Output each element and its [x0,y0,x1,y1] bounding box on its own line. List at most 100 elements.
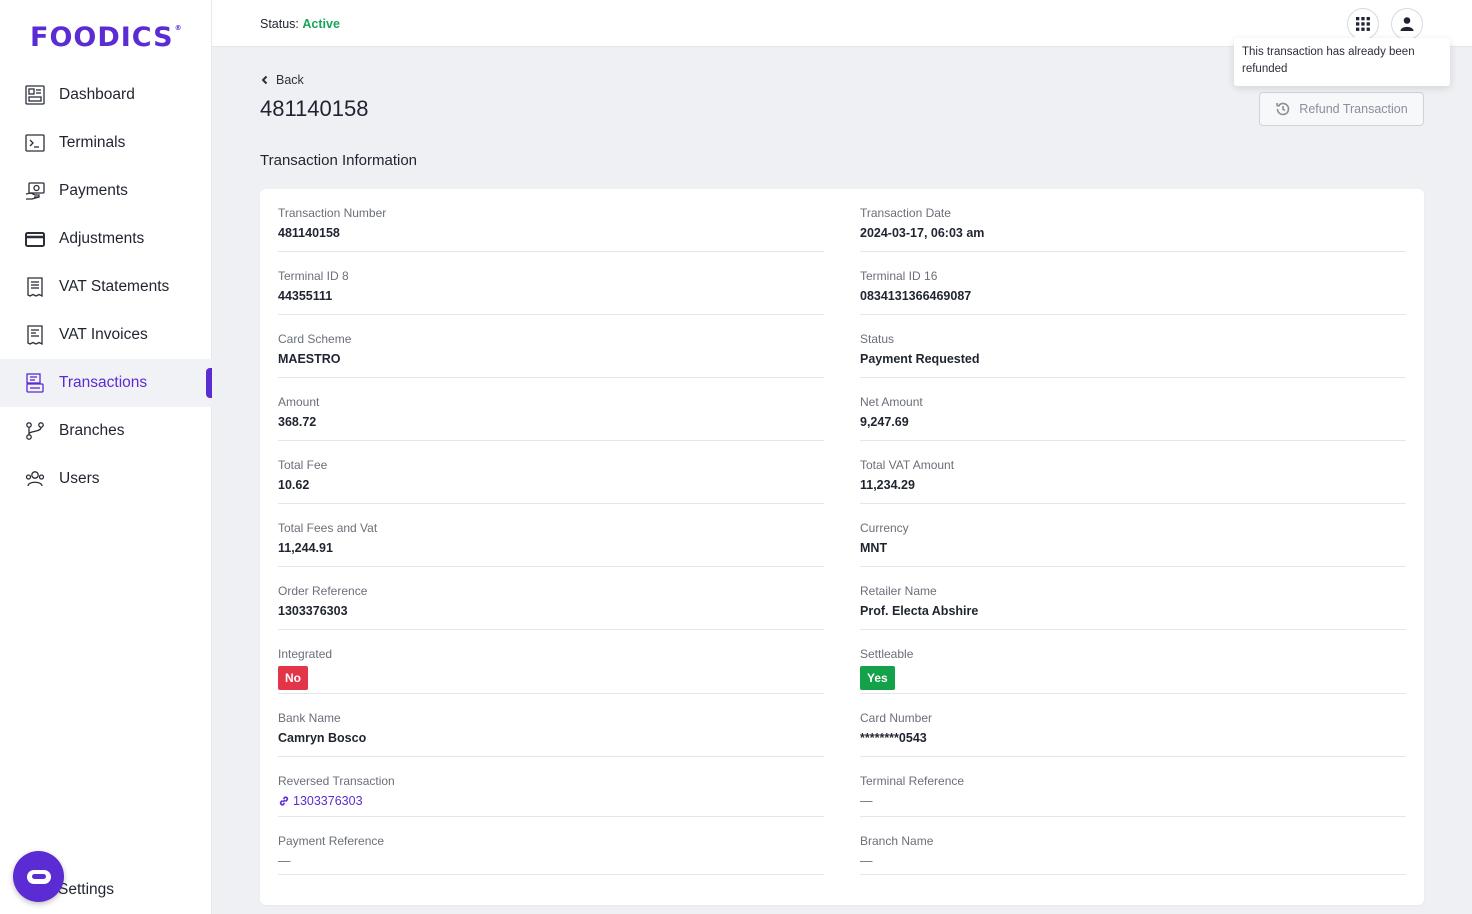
terminal-icon [24,132,46,154]
users-icon [24,468,46,490]
sidebar-item-label: VAT Invoices [59,326,148,343]
field-value: 10.62 [278,478,310,492]
field-transaction-date: Transaction Date 2024-03-17, 06:03 am [860,189,1406,252]
transactions-icon [24,372,46,394]
field-amount: Amount 368.72 [278,378,824,441]
sidebar-item-label: Settings [58,881,115,898]
field-value: Camryn Bosco [278,731,367,745]
field-value: — [860,854,873,868]
field-label: Transaction Date [860,206,951,220]
foodics-logo[interactable]: FOODICS® [30,22,183,53]
sidebar-item-label: Payments [59,182,128,199]
field-settleable: Settleable Yes [860,630,1406,694]
sidebar-nav: Dashboard Terminals Payments Adjustments… [0,71,212,503]
field-value: ********0543 [860,731,927,745]
field-label: Terminal Reference [860,774,965,788]
user-menu-button[interactable] [1391,8,1423,40]
field-card-number: Card Number ********0543 [860,694,1406,757]
field-label: Total VAT Amount [860,458,955,472]
field-value: — [860,794,873,808]
field-payment-reference: Payment Reference — [278,817,824,875]
field-status: Status Payment Requested [860,315,1406,378]
sidebar-item-terminals[interactable]: Terminals [0,119,212,167]
field-label: Card Number [860,711,933,725]
field-value: — [278,854,291,868]
sidebar-item-payments[interactable]: Payments [0,167,212,215]
field-label: Settleable [860,647,914,661]
field-value: 11,244.91 [278,541,333,555]
sidebar-item-transactions[interactable]: Transactions [0,359,212,407]
field-label: Payment Reference [278,834,385,848]
field-label: Bank Name [278,711,341,725]
refund-tooltip: This transaction has already been refund… [1234,38,1450,86]
sidebar-item-vat-invoices[interactable]: VAT Invoices [0,311,212,359]
sidebar-item-label: Transactions [59,374,148,391]
sidebar-item-branches[interactable]: Branches [0,407,212,455]
sidebar-item-settings[interactable]: Settings [0,866,212,914]
chat-support-button[interactable] [13,851,64,902]
field-value: 9,247.69 [860,415,909,429]
sidebar-item-label: Users [59,470,100,487]
field-value: MNT [860,541,888,555]
refund-label: Refund Transaction [1299,102,1408,116]
sidebar-item-label: Branches [59,422,125,439]
sidebar-item-label: Terminals [59,134,126,151]
status-label: Status: [260,17,299,31]
field-total-fees-and-vat: Total Fees and Vat 11,244.91 [278,504,824,567]
field-value: 11,234.29 [860,478,915,492]
field-label: Integrated [278,647,333,661]
field-value: 44355111 [278,289,333,303]
field-terminal-id-8: Terminal ID 8 44355111 [278,252,824,315]
field-label: Total Fees and Vat [278,521,378,535]
card-icon [24,228,46,250]
section-title: Transaction Information [260,152,418,169]
field-bank-name: Bank Name Camryn Bosco [278,694,824,757]
field-value: 481140158 [278,226,340,240]
field-net-amount: Net Amount 9,247.69 [860,378,1406,441]
field-value: Payment Requested [860,352,980,366]
field-label: Branch Name [860,834,934,848]
field-value: MAESTRO [278,352,341,366]
field-total-fee: Total Fee 10.62 [278,441,824,504]
field-integrated: Integrated No [278,630,824,694]
grid-icon [1356,17,1370,31]
field-value: Prof. Electa Abshire [860,604,979,618]
sidebar-item-vat-statements[interactable]: VAT Statements [0,263,212,311]
field-retailer-name: Retailer Name Prof. Electa Abshire [860,567,1406,630]
field-total-vat-amount: Total VAT Amount 11,234.29 [860,441,1406,504]
reversed-transaction-link[interactable]: 1303376303 [278,794,363,808]
field-label: Currency [860,521,909,535]
user-icon [1400,17,1414,31]
field-terminal-reference: Terminal Reference — [860,757,1406,817]
sidebar: FOODICS® Dashboard Terminals Payments Ad… [0,0,212,914]
sidebar-item-dashboard[interactable]: Dashboard [0,71,212,119]
page-title: 481140158 [260,96,369,121]
link-icon [279,796,289,806]
logo-mark: ® [174,24,183,32]
sidebar-item-users[interactable]: Users [0,455,212,503]
refund-transaction-button[interactable]: Refund Transaction [1259,92,1424,126]
back-link[interactable]: Back [260,73,304,87]
field-label: Transaction Number [278,206,387,220]
history-icon [1276,102,1290,116]
dashboard-icon [24,84,46,106]
sidebar-item-adjustments[interactable]: Adjustments [0,215,212,263]
account-status: Status: Active [260,17,340,31]
field-branch-name: Branch Name — [860,817,1406,875]
field-order-reference: Order Reference 1303376303 [278,567,824,630]
field-value: 1303376303 [278,604,348,618]
branches-icon [24,420,46,442]
invoice-icon [24,324,46,346]
transaction-info-card: Transaction Number 481140158 Transaction… [260,189,1424,905]
field-label: Net Amount [860,395,923,409]
integrated-badge: No [278,666,308,690]
field-label: Status [860,332,895,346]
field-label: Amount [278,395,320,409]
link-text: 1303376303 [293,794,363,808]
field-currency: Currency MNT [860,504,1406,567]
field-label: Terminal ID 16 [860,269,938,283]
chevron-left-icon [261,75,268,85]
logo-text: FOODICS [30,22,174,53]
field-label: Retailer Name [860,584,937,598]
field-label: Total Fee [278,458,328,472]
